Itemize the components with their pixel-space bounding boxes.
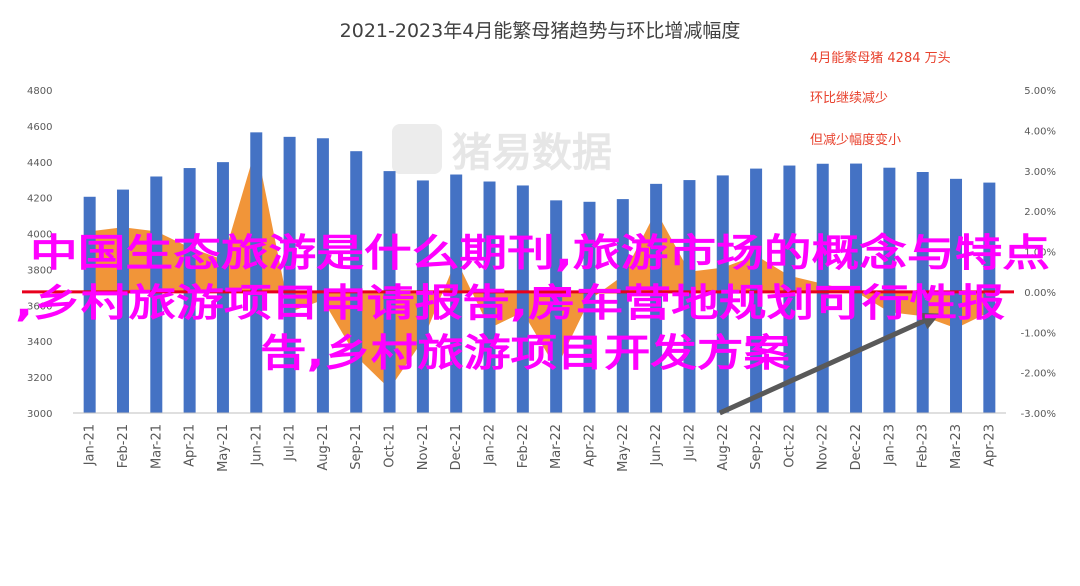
x-tick-label: Mar-21 — [149, 424, 164, 469]
y-left-tick-label: 4600 — [27, 122, 52, 133]
x-tick-label: Oct-22 — [782, 424, 797, 468]
y-left-tick-label: 3000 — [27, 409, 52, 420]
x-tick-label: Feb-23 — [916, 424, 931, 468]
x-tick-label: May-21 — [216, 424, 231, 472]
bar-Mar-22 — [550, 200, 563, 413]
x-tick-label: Nov-21 — [416, 424, 431, 470]
y-right-tick-label: -2.00% — [1021, 369, 1056, 380]
y-right-tick-label: 3.00% — [1024, 167, 1056, 178]
y-right-tick-label: 0.00% — [1024, 288, 1056, 299]
y-right-tick-label: -3.00% — [1021, 409, 1056, 420]
y-left-tick-label: 3800 — [27, 265, 52, 276]
x-tick-label: Dec-22 — [849, 424, 864, 470]
x-tick-label: Apr-22 — [582, 424, 597, 467]
y-left-tick-label: 3200 — [27, 373, 52, 384]
x-tick-label: Dec-21 — [449, 424, 464, 470]
trend-arrow-line — [718, 313, 936, 416]
x-tick-label: Jul-21 — [283, 424, 298, 462]
bar-Aug-21 — [316, 138, 329, 413]
trend-arrow — [718, 312, 941, 416]
bar-Mar-21 — [150, 176, 163, 413]
bar-Jul-21 — [283, 136, 296, 413]
bar-Jan-22 — [483, 181, 496, 413]
watermark: 猪易数据 — [392, 124, 612, 176]
bar-Jun-21 — [250, 132, 263, 414]
x-tick-label: May-22 — [616, 424, 631, 472]
annotation-1: 4月能繁母猪 4284 万头 — [810, 50, 951, 66]
trend-arrow-head-icon — [920, 312, 941, 330]
x-tick-label: Nov-22 — [816, 424, 831, 470]
y-right-tick-label: -1.00% — [1021, 328, 1056, 339]
bar-Aug-22 — [716, 175, 729, 413]
x-tick-label: Oct-21 — [383, 424, 398, 468]
y-right-tick-label: 5.00% — [1024, 86, 1056, 97]
bar-Dec-21 — [450, 174, 463, 413]
x-tick-label: Jun-22 — [649, 424, 664, 467]
x-tick-label: Feb-21 — [116, 424, 131, 468]
x-tick-label: Mar-22 — [549, 424, 564, 469]
annotation-2: 环比继续减少 — [810, 91, 888, 106]
y-left-tick-label: 4000 — [27, 230, 52, 241]
x-tick-label: Sep-22 — [749, 424, 764, 470]
y-left-tick-label: 4400 — [27, 158, 52, 169]
x-tick-label: Aug-21 — [316, 424, 331, 471]
y-left-tick-label: 3400 — [27, 337, 52, 348]
axes: 4800 4600 4400 4200 4000 3800 3600 3400 3200 3000… — [27, 86, 1056, 472]
bar-Apr-23 — [983, 182, 996, 413]
y-left-tick-label: 4200 — [27, 194, 52, 205]
watermark-logo-icon — [392, 124, 442, 174]
x-tick-label: Jul-22 — [682, 424, 697, 462]
bar-Apr-22 — [583, 201, 596, 413]
bar-May-22 — [616, 199, 629, 413]
x-tick-label: Feb-22 — [516, 424, 531, 468]
bar-Jan-23 — [883, 167, 896, 413]
overlay-line-1: 中国生态旅游是什么期刊,旅游市场的概念与特点 — [30, 231, 1050, 275]
y-left-tick-label: 4800 — [27, 86, 52, 97]
annotations: 4月能繁母猪 4284 万头 环比继续减少 但减少幅度变小 — [810, 50, 951, 148]
overlay-line-3: 告,乡村旅游项目开发方案 — [260, 331, 791, 375]
watermark-text: 猪易数据 — [452, 130, 612, 176]
x-tick-label: Jan-21 — [83, 424, 98, 466]
x-tick-label: Apr-21 — [183, 424, 198, 467]
area-change-rate — [89, 146, 990, 389]
x-tick-label: Aug-22 — [716, 424, 731, 471]
y-right-tick-label: 4.00% — [1024, 126, 1056, 137]
bar-Feb-22 — [516, 185, 529, 413]
y-right-tick-label: 2.00% — [1024, 207, 1056, 218]
annotation-3: 但减少幅度变小 — [810, 132, 901, 148]
overlay-text: 中国生态旅游是什么期刊,旅游市场的概念与特点 ,乡村旅游项目申请报告,房车营地规… — [15, 231, 1050, 375]
x-tick-label: Apr-23 — [982, 424, 997, 467]
bar-Jun-22 — [650, 183, 663, 413]
x-tick-label: Jun-21 — [249, 424, 264, 467]
bar-Mar-23 — [950, 178, 963, 413]
overlay-line-2: ,乡村旅游项目申请报告,房车营地规划可行性报 — [15, 281, 1005, 325]
x-tick-label: Jan-23 — [882, 424, 897, 466]
bar-series — [83, 132, 996, 414]
y-left-tick-label: 3600 — [27, 301, 52, 312]
area-series — [89, 146, 990, 389]
bar-Jul-22 — [683, 180, 696, 413]
x-tick-label: Mar-23 — [949, 424, 964, 469]
x-tick-label: Jan-22 — [483, 424, 498, 466]
bar-Nov-22 — [816, 163, 829, 413]
bar-Nov-21 — [416, 180, 429, 413]
bar-Jan-21 — [83, 196, 96, 413]
bar-Feb-21 — [116, 189, 129, 413]
chart-title: 2021-2023年4月能繁母猪趋势与环比增减幅度 — [340, 20, 741, 42]
x-tick-label: Sep-21 — [349, 424, 364, 470]
y-right-tick-label: 1.00% — [1024, 248, 1056, 259]
bar-Oct-22 — [783, 165, 796, 413]
bar-Sep-21 — [350, 151, 363, 413]
bar-May-21 — [216, 162, 229, 413]
